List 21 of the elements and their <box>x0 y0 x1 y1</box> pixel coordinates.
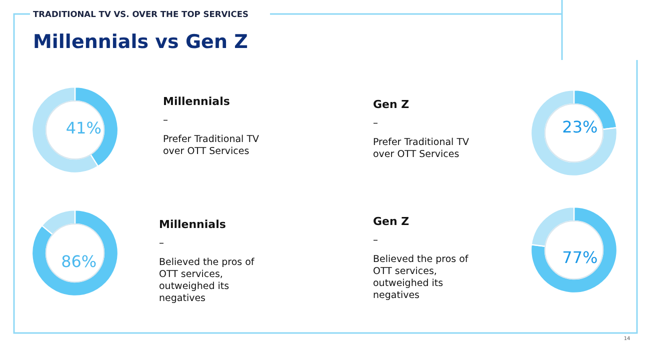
text: – <box>373 235 378 246</box>
donut-slice <box>530 206 618 294</box>
text: Prefer Traditional TV over OTT Services <box>163 134 260 157</box>
text: – <box>373 118 378 129</box>
text: Believed the pros of OTT services, outweighed its negatives <box>373 254 469 301</box>
data-label: 41% <box>66 118 102 138</box>
text: TRADITIONAL TV VS. OVER THE TOP SERVICES <box>33 9 249 19</box>
data-label: 23% <box>562 117 598 136</box>
text: Believed the pros of OTT services, outweighed its negatives <box>159 257 255 304</box>
donut-slice <box>530 89 618 177</box>
data-label: 86% <box>61 252 97 272</box>
text: Millennials vs Gen Z <box>33 31 248 53</box>
data-label: 77% <box>562 248 598 267</box>
donut-slice <box>31 209 119 297</box>
text: Gen Z <box>373 215 410 228</box>
text: Millennials <box>163 95 230 108</box>
text: Millennials <box>159 218 226 231</box>
text: – <box>163 115 168 126</box>
text: Gen Z <box>373 98 410 111</box>
text: – <box>159 238 164 249</box>
text: Prefer Traditional TV over OTT Services <box>373 137 470 160</box>
